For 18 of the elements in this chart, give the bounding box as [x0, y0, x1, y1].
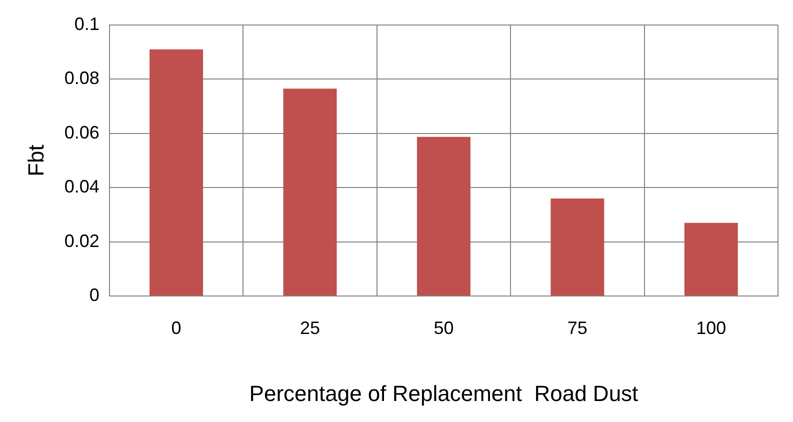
bar	[684, 222, 738, 296]
x-tick-label: 0	[171, 318, 182, 338]
y-tick-label: 0	[89, 284, 100, 305]
y-tick-label: 0.04	[64, 176, 100, 197]
x-axis-title: Percentage of Replacement Road Dust	[249, 380, 638, 406]
bar	[283, 88, 337, 296]
x-tick-label: 100	[696, 318, 726, 338]
y-tick-label: 0.1	[74, 14, 100, 34]
x-tick-label: 50	[434, 318, 454, 338]
bar	[416, 136, 470, 296]
y-tick-label: 0.08	[64, 68, 100, 88]
x-tick-label: 25	[300, 318, 320, 338]
bar	[150, 49, 204, 296]
y-tick-label: 0.02	[64, 230, 100, 251]
x-tick-label: 75	[567, 318, 588, 338]
bar	[550, 198, 604, 296]
y-axis-title: Fbt	[23, 144, 48, 176]
y-tick-label: 0.06	[64, 122, 100, 142]
